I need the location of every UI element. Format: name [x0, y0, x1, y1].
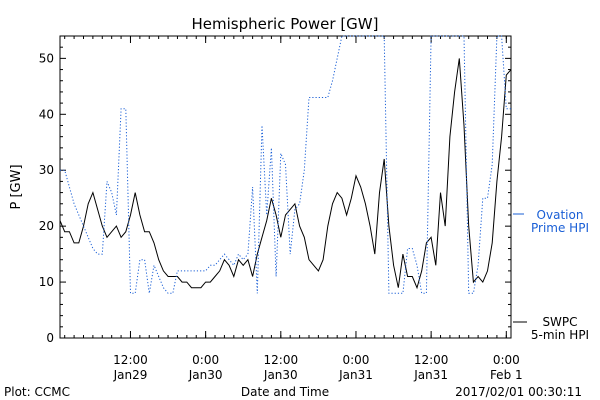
x-tick-date: Jan31	[338, 368, 373, 382]
x-axis-label: Date and Time	[241, 385, 329, 399]
x-tick-time: 12:00	[264, 353, 299, 367]
x-tick-time: 12:00	[414, 353, 449, 367]
x-tick-date: Jan30	[263, 368, 298, 382]
y-tick-label: 30	[39, 163, 54, 177]
plot-credit: Plot: CCMC	[4, 385, 70, 399]
legend-swpc-label-1: SWPC	[542, 315, 577, 329]
x-tick-date: Jan29	[113, 368, 148, 382]
legend-swpc-label-2: 5-min HPI	[531, 328, 589, 342]
plot-timestamp: 2017/02/01 00:30:11	[455, 385, 582, 399]
y-tick-label: 40	[39, 107, 54, 121]
y-tick-label: 20	[39, 219, 54, 233]
legend-ovation-label-1: Ovation	[537, 208, 584, 222]
series-layer	[59, 35, 512, 294]
y-tick-label: 0	[46, 331, 54, 345]
x-tick-time: 0:00	[342, 353, 369, 367]
y-axis-label: P [GW]	[9, 164, 24, 209]
legend-ovation-label-2: Prime HPI	[531, 221, 589, 235]
plot-frame	[59, 35, 512, 339]
y-tick-label: 50	[39, 51, 54, 65]
x-tick-date: Feb 1	[490, 368, 523, 382]
x-tick-date: Jan31	[413, 368, 448, 382]
x-tick-time: 0:00	[493, 353, 520, 367]
y-axis: 0 10 20 30 40 50	[39, 35, 511, 345]
x-tick-time: 12:00	[113, 353, 148, 367]
y-tick-label: 10	[39, 275, 54, 289]
series-swpc-line	[59, 58, 512, 290]
x-axis: 12:00Jan290:00Jan3012:00Jan300:00Jan3112…	[64, 36, 523, 382]
legend: Ovation Prime HPI SWPC 5-min HPI	[513, 208, 589, 342]
x-tick-date: Jan30	[188, 368, 223, 382]
x-tick-time: 0:00	[192, 353, 219, 367]
chart-title: Hemispheric Power [GW]	[192, 15, 379, 33]
series-ovation-line	[60, 35, 511, 294]
